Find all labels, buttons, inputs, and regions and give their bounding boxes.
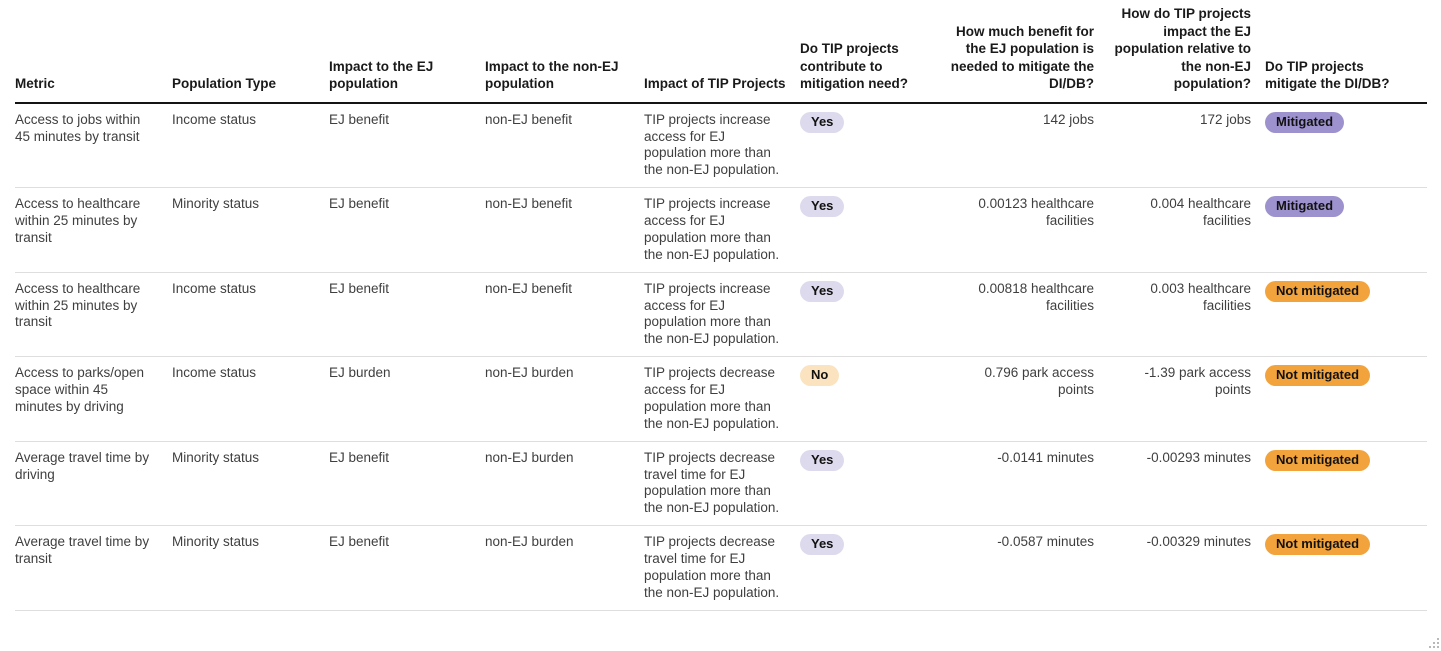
cell-population-type: Income status [172, 102, 329, 189]
cell-contribute: Yes [800, 525, 945, 611]
cell-non-ej-impact: non-EJ benefit [485, 102, 644, 189]
cell-tip-impact: TIP projects decrease travel time for EJ… [644, 525, 800, 611]
column-header-metric: Metric [15, 0, 172, 104]
cell-mitigate: Not mitigated [1265, 525, 1427, 611]
cell-population-type: Minority status [172, 441, 329, 527]
cell-mitigate: Not mitigated [1265, 356, 1427, 442]
mitigation-badge: Not mitigated [1265, 365, 1371, 387]
contribute-badge: Yes [800, 449, 845, 471]
cell-ej-impact: EJ benefit [329, 272, 485, 358]
cell-metric: Average travel time by transit [15, 525, 172, 611]
column-header-relative-impact: How do TIP projects impact the EJ popula… [1108, 0, 1265, 104]
cell-mitigate: Not mitigated [1265, 441, 1427, 527]
cell-metric: Access to healthcare within 25 minutes b… [15, 272, 172, 358]
ej-analysis-panel: Metric Population Type Impact to the EJ … [15, 0, 1427, 611]
cell-tip-impact: TIP projects increase access for EJ popu… [644, 102, 800, 189]
cell-relative-impact: -1.39 park access points [1108, 356, 1265, 442]
contribute-badge: Yes [800, 280, 845, 302]
cell-non-ej-impact: non-EJ burden [485, 441, 644, 527]
cell-mitigate: Not mitigated [1265, 272, 1427, 358]
cell-population-type: Minority status [172, 187, 329, 273]
header-row: Metric Population Type Impact to the EJ … [15, 0, 1427, 104]
cell-ej-impact: EJ benefit [329, 525, 485, 611]
contribute-badge: No [800, 365, 840, 387]
cell-metric: Access to jobs within 45 minutes by tran… [15, 102, 172, 189]
mitigation-badge: Mitigated [1265, 196, 1345, 218]
cell-benefit-needed: -0.0587 minutes [945, 525, 1108, 611]
resize-grip-icon[interactable] [1426, 636, 1440, 650]
column-header-contribute: Do TIP projects contribute to mitigation… [800, 0, 945, 104]
cell-relative-impact: -0.00293 minutes [1108, 441, 1265, 527]
ej-analysis-table: Metric Population Type Impact to the EJ … [15, 0, 1427, 611]
cell-ej-impact: EJ benefit [329, 441, 485, 527]
contribute-badge: Yes [800, 111, 845, 133]
cell-tip-impact: TIP projects decrease travel time for EJ… [644, 441, 800, 527]
cell-contribute: No [800, 356, 945, 442]
cell-contribute: Yes [800, 441, 945, 527]
contribute-badge: Yes [800, 534, 845, 556]
cell-relative-impact: 0.004 healthcare facilities [1108, 187, 1265, 273]
cell-non-ej-impact: non-EJ benefit [485, 272, 644, 358]
cell-non-ej-impact: non-EJ benefit [485, 187, 644, 273]
table-row: Average travel time by driving Minority … [15, 441, 1427, 527]
cell-benefit-needed: 0.796 park access points [945, 356, 1108, 442]
cell-benefit-needed: 142 jobs [945, 102, 1108, 189]
cell-metric: Access to healthcare within 25 minutes b… [15, 187, 172, 273]
cell-benefit-needed: 0.00818 healthcare facilities [945, 272, 1108, 358]
cell-tip-impact: TIP projects decrease access for EJ popu… [644, 356, 800, 442]
cell-contribute: Yes [800, 102, 945, 189]
column-header-ej-impact: Impact to the EJ population [329, 0, 485, 104]
cell-contribute: Yes [800, 272, 945, 358]
table-row: Access to healthcare within 25 minutes b… [15, 187, 1427, 273]
cell-relative-impact: 0.003 healthcare facilities [1108, 272, 1265, 358]
table-row: Access to jobs within 45 minutes by tran… [15, 102, 1427, 189]
cell-benefit-needed: 0.00123 healthcare facilities [945, 187, 1108, 273]
contribute-badge: Yes [800, 196, 845, 218]
column-header-population-type: Population Type [172, 0, 329, 104]
cell-tip-impact: TIP projects increase access for EJ popu… [644, 187, 800, 273]
cell-ej-impact: EJ burden [329, 356, 485, 442]
cell-contribute: Yes [800, 187, 945, 273]
cell-ej-impact: EJ benefit [329, 187, 485, 273]
column-header-benefit-needed: How much benefit for the EJ population i… [945, 0, 1108, 104]
cell-relative-impact: -0.00329 minutes [1108, 525, 1265, 611]
table-row: Access to parks/open space within 45 min… [15, 356, 1427, 442]
cell-metric: Average travel time by driving [15, 441, 172, 527]
cell-non-ej-impact: non-EJ burden [485, 525, 644, 611]
cell-population-type: Minority status [172, 525, 329, 611]
mitigation-badge: Not mitigated [1265, 534, 1371, 556]
cell-mitigate: Mitigated [1265, 102, 1427, 189]
mitigation-badge: Not mitigated [1265, 449, 1371, 471]
cell-non-ej-impact: non-EJ burden [485, 356, 644, 442]
cell-ej-impact: EJ benefit [329, 102, 485, 189]
cell-benefit-needed: -0.0141 minutes [945, 441, 1108, 527]
mitigation-badge: Mitigated [1265, 111, 1345, 133]
cell-population-type: Income status [172, 356, 329, 442]
mitigation-badge: Not mitigated [1265, 280, 1371, 302]
cell-metric: Access to parks/open space within 45 min… [15, 356, 172, 442]
column-header-tip-impact: Impact of TIP Projects [644, 0, 800, 104]
cell-relative-impact: 172 jobs [1108, 102, 1265, 189]
cell-tip-impact: TIP projects increase access for EJ popu… [644, 272, 800, 358]
table-row: Access to healthcare within 25 minutes b… [15, 272, 1427, 358]
table-row: Average travel time by transit Minority … [15, 525, 1427, 611]
column-header-non-ej-impact: Impact to the non-EJ population [485, 0, 644, 104]
cell-population-type: Income status [172, 272, 329, 358]
cell-mitigate: Mitigated [1265, 187, 1427, 273]
column-header-mitigate: Do TIP projects mitigate the DI/DB? [1265, 0, 1427, 104]
